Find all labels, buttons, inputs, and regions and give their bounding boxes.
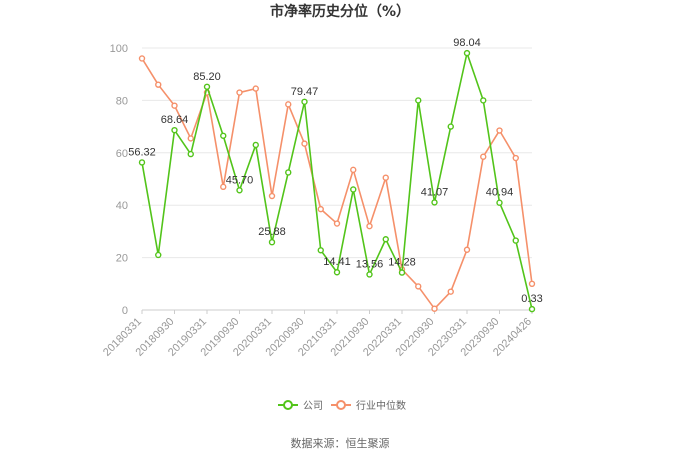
data-label: 45.70 <box>226 174 254 186</box>
series-0-point[interactable] <box>317 247 324 254</box>
series-0-point[interactable] <box>187 150 194 158</box>
series-0-point[interactable] <box>301 98 308 105</box>
legend: 公司 行业中位数 <box>278 399 406 412</box>
data-label: 68.64 <box>161 114 189 126</box>
data-label: 0.33 <box>521 293 542 305</box>
y-axis: 0 20 40 60 80 100 <box>110 43 128 317</box>
series-0-point[interactable] <box>236 187 243 194</box>
series-1-point[interactable] <box>496 127 503 134</box>
y-tick-label: 100 <box>110 43 128 55</box>
series-1-point[interactable] <box>220 183 227 191</box>
source-note: 数据来源：恒生聚源 <box>291 436 390 450</box>
series-1-point[interactable] <box>285 101 292 108</box>
series-1-point[interactable] <box>171 102 178 109</box>
series-0-point[interactable] <box>398 269 406 276</box>
series-0-point[interactable] <box>333 269 341 276</box>
series-1-point[interactable] <box>447 288 454 295</box>
series-0-point[interactable] <box>431 199 438 206</box>
y-tick-label: 40 <box>116 200 128 212</box>
series-0-point[interactable] <box>382 236 389 243</box>
legend-item-industry[interactable]: 行业中位数 <box>331 399 406 412</box>
data-label: 40.94 <box>486 187 514 199</box>
series-layer <box>138 49 536 313</box>
series-1-point[interactable] <box>268 192 276 200</box>
series-0-point[interactable] <box>496 199 503 206</box>
series-1-point[interactable] <box>317 205 324 213</box>
series-0-point[interactable] <box>366 271 373 278</box>
data-label: 98.04 <box>453 37 481 49</box>
series-0-point[interactable] <box>203 83 211 90</box>
y-tick-label: 0 <box>122 305 128 317</box>
data-label: 79.47 <box>291 86 319 98</box>
chart-title: 市净率历史分位（%） <box>270 3 410 20</box>
series-0-point[interactable] <box>350 186 357 193</box>
data-label-layer: 56.32 68.64 85.20 45.70 25.88 79.47 14.41 13.56… <box>128 37 542 305</box>
series-1-point[interactable] <box>187 135 194 142</box>
series-1-point[interactable] <box>236 89 243 96</box>
series-1-point[interactable] <box>463 246 471 253</box>
series-0-point[interactable] <box>447 123 454 130</box>
legend-industry-marker <box>336 400 346 410</box>
series-1-point[interactable] <box>382 174 389 181</box>
series-0-point[interactable] <box>415 97 422 104</box>
series-0-point[interactable] <box>138 159 146 166</box>
series-1-point[interactable] <box>431 305 438 312</box>
series-1-point[interactable] <box>415 283 422 290</box>
series-1-point[interactable] <box>512 154 519 162</box>
series-1-point[interactable] <box>138 55 146 62</box>
legend-industry-label: 行业中位数 <box>356 399 406 412</box>
series-1-point[interactable] <box>155 81 162 88</box>
series-1-point[interactable] <box>366 222 373 230</box>
series-0-point[interactable] <box>155 251 162 259</box>
legend-company-label: 公司 <box>303 401 323 412</box>
series-0-point[interactable] <box>220 132 227 139</box>
series-1-point[interactable] <box>528 280 536 287</box>
x-axis: 2018033120180930201903312019093020200331… <box>101 310 534 359</box>
series-0-point[interactable] <box>285 169 292 176</box>
series-1-point[interactable] <box>301 140 308 147</box>
y-tick-label: 60 <box>116 148 128 160</box>
series-1-point[interactable] <box>350 166 357 174</box>
data-label: 56.32 <box>128 146 156 158</box>
series-0-point[interactable] <box>268 238 276 246</box>
series-1-point[interactable] <box>252 85 259 92</box>
data-label: 14.41 <box>323 256 351 268</box>
series-0-point[interactable] <box>512 237 519 244</box>
data-label: 85.20 <box>193 71 221 83</box>
series-0-point[interactable] <box>463 49 471 57</box>
series-1-point[interactable] <box>333 220 341 227</box>
y-tick-label: 20 <box>116 253 128 265</box>
data-label: 25.88 <box>258 226 286 238</box>
series-0-point[interactable] <box>480 97 487 104</box>
legend-item-company[interactable]: 公司 <box>278 400 323 412</box>
data-label: 41.07 <box>421 186 449 198</box>
y-tick-label: 80 <box>116 95 128 107</box>
series-0-point[interactable] <box>171 126 178 134</box>
series-1-point[interactable] <box>480 153 487 160</box>
data-label: 14.28 <box>388 257 416 269</box>
legend-company-marker <box>283 400 293 410</box>
series-0-point[interactable] <box>252 141 259 149</box>
data-label: 13.56 <box>356 258 384 270</box>
series-0-point[interactable] <box>528 305 536 313</box>
